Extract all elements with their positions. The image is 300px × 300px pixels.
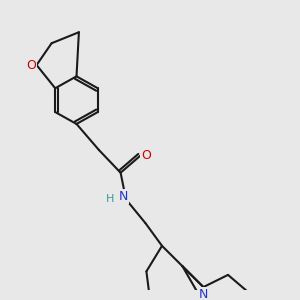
Text: O: O [26,58,36,71]
Text: N: N [199,288,208,300]
Text: N: N [118,190,128,203]
Text: H: H [106,194,115,204]
Text: O: O [141,149,151,162]
